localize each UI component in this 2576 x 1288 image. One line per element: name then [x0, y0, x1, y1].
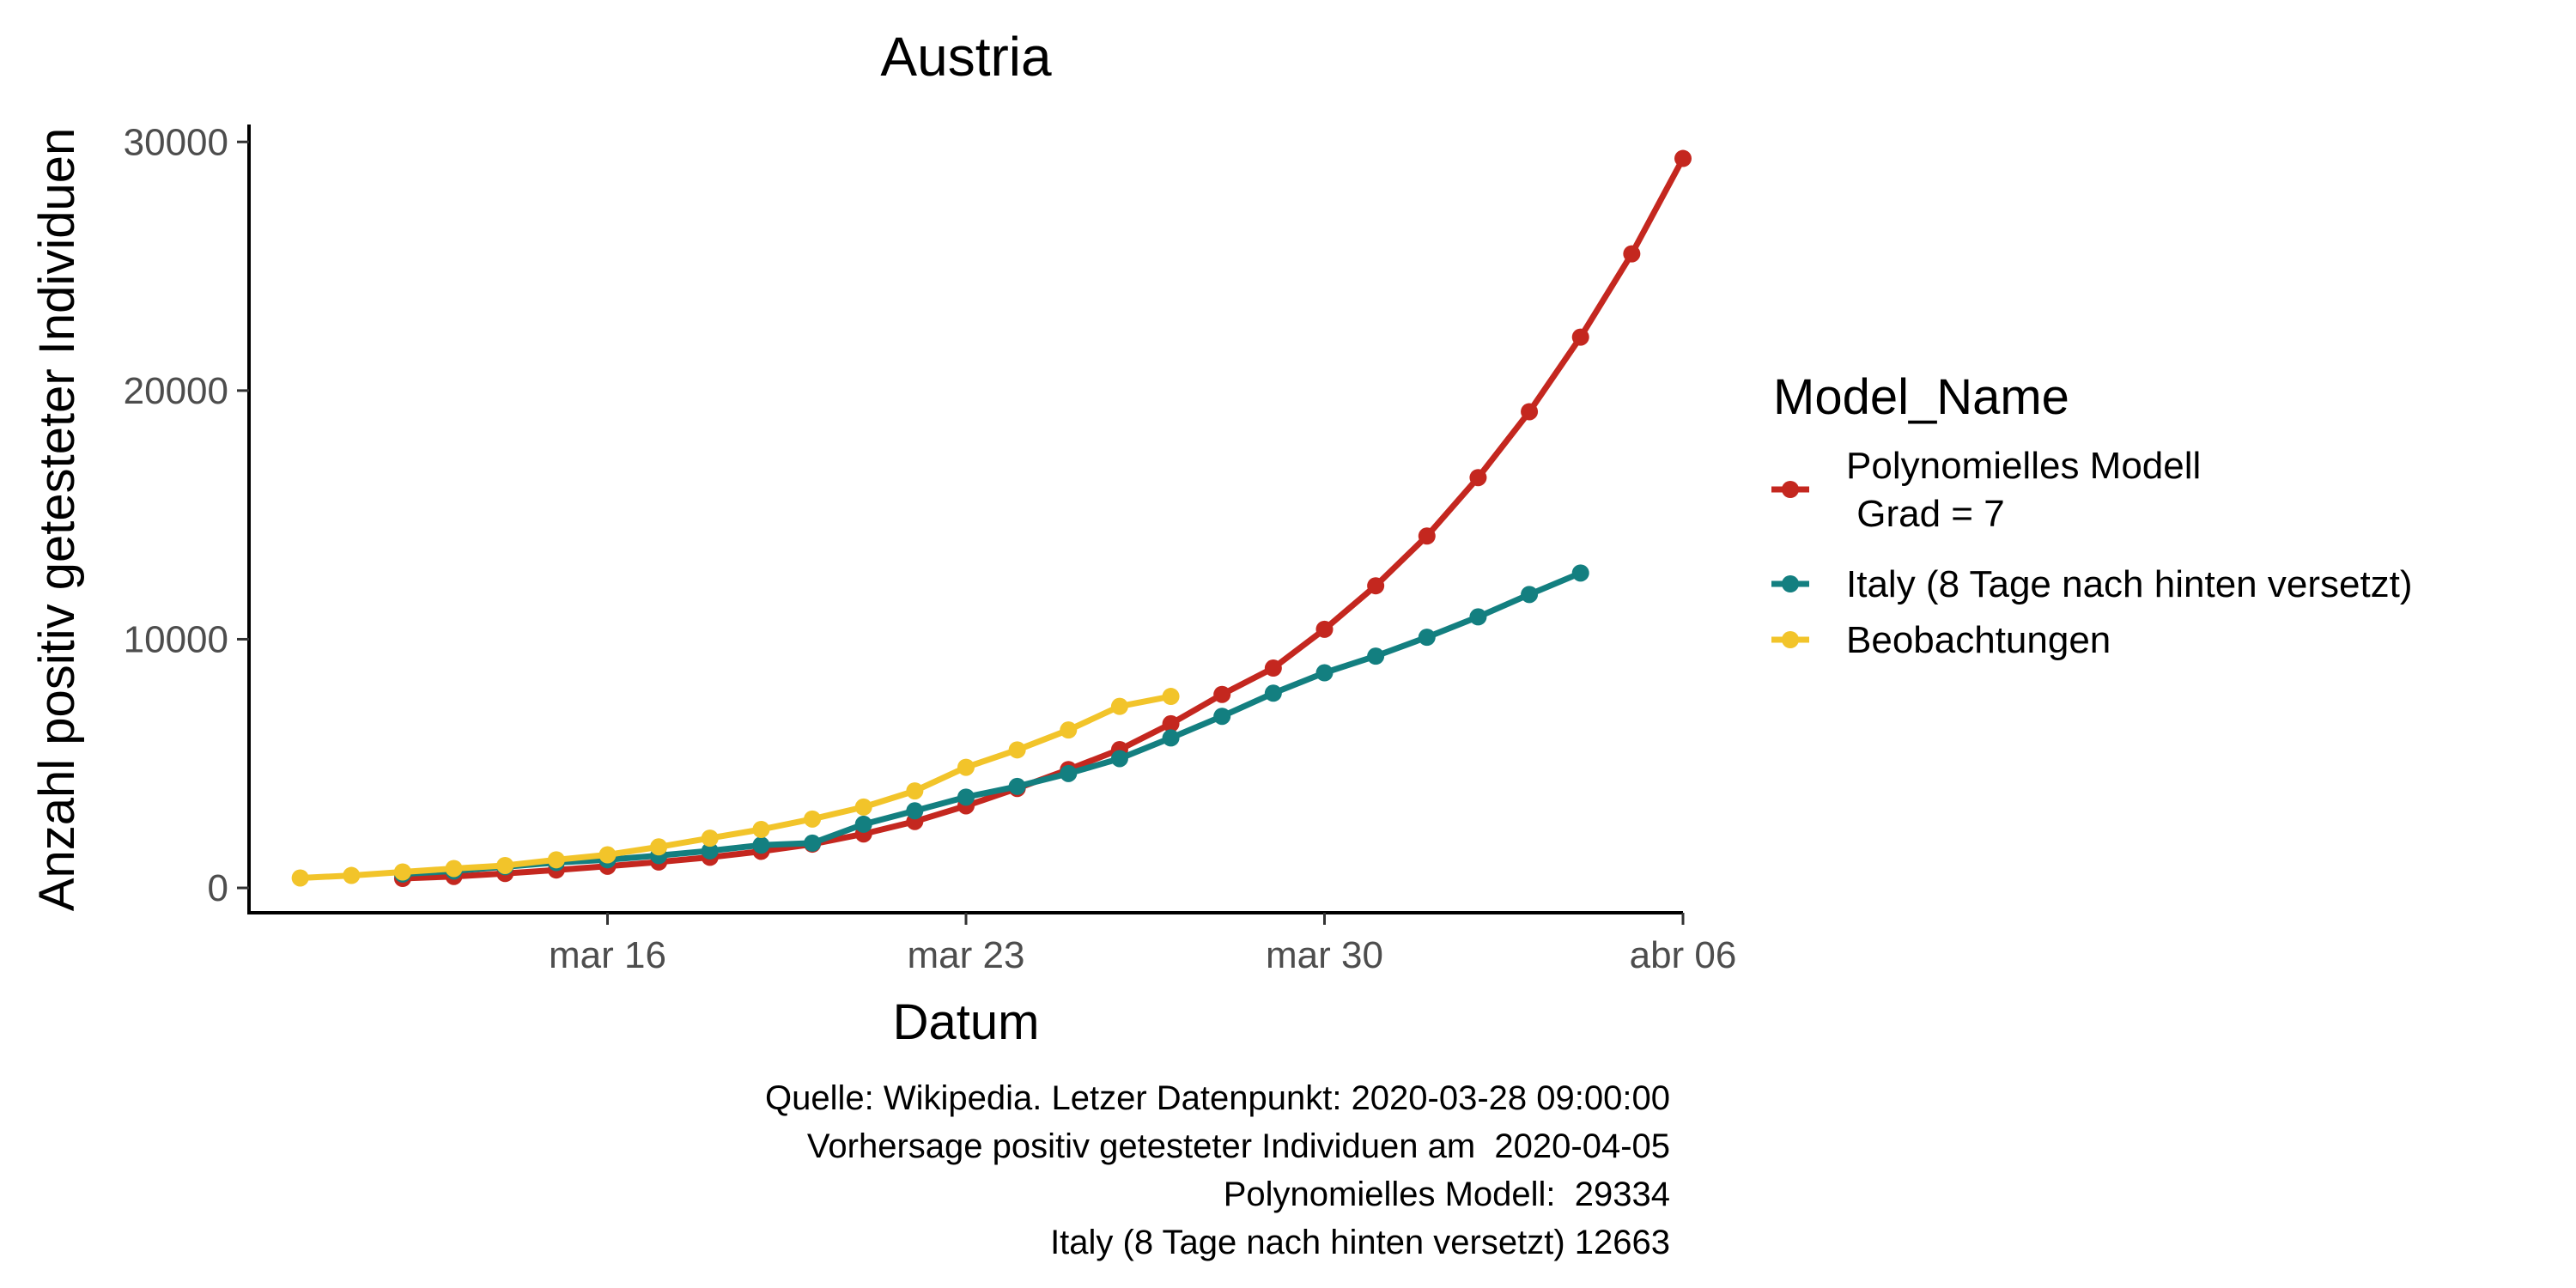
- data-point-italy: [1418, 629, 1436, 647]
- caption-line: Quelle: Wikipedia. Letzer Datenpunkt: 20…: [765, 1079, 1670, 1117]
- data-point-obs: [598, 846, 617, 864]
- data-point-obs: [343, 866, 361, 884]
- legend: Polynomielles Modell Grad = 7 Italy (8 Ta…: [1771, 445, 2413, 661]
- legend-key-point-italy: [1782, 575, 1799, 592]
- data-point-italy: [1110, 750, 1128, 768]
- plot-area: [291, 149, 1692, 888]
- data-point-poly: [1162, 714, 1180, 732]
- data-point-poly: [1469, 469, 1487, 487]
- legend-label-obs: Beobachtungen: [1846, 619, 2111, 661]
- data-point-obs: [547, 851, 565, 869]
- data-point-obs: [1008, 741, 1026, 759]
- legend-key-point-obs: [1782, 631, 1799, 648]
- caption: Quelle: Wikipedia. Letzer Datenpunkt: 20…: [765, 1079, 1670, 1261]
- legend-key-point-poly: [1782, 481, 1799, 498]
- data-point-poly: [1521, 403, 1539, 421]
- data-point-obs: [804, 810, 822, 828]
- caption-line: Vorhersage positiv getesteter Individuen…: [807, 1127, 1670, 1165]
- data-point-italy: [701, 841, 719, 860]
- chart-title: Austria: [880, 26, 1052, 88]
- y-tick-label: 10000: [124, 618, 228, 660]
- data-point-poly: [1264, 659, 1282, 677]
- x-ticks: mar 16 mar 23 mar 30 abr 06: [549, 913, 1736, 976]
- data-point-obs: [1162, 688, 1180, 706]
- data-point-poly: [1315, 620, 1334, 638]
- data-point-obs: [1110, 697, 1128, 715]
- data-point-italy: [752, 836, 770, 854]
- y-tick-label: 30000: [124, 121, 228, 163]
- x-tick-label: abr 06: [1630, 934, 1737, 976]
- data-point-poly: [1623, 245, 1641, 263]
- data-point-obs: [701, 829, 719, 848]
- data-point-obs: [906, 782, 924, 800]
- legend-label-poly: Grad = 7: [1846, 493, 2005, 535]
- data-point-italy: [1315, 664, 1334, 682]
- data-point-obs: [1060, 721, 1078, 739]
- data-point-italy: [1571, 564, 1589, 582]
- data-point-italy: [1060, 764, 1078, 782]
- data-point-italy: [1213, 708, 1231, 726]
- legend-label-poly: Polynomielles Modell: [1846, 445, 2201, 487]
- data-point-italy: [906, 802, 924, 820]
- data-point-italy: [1367, 647, 1385, 665]
- data-point-poly: [1367, 577, 1385, 595]
- data-point-italy: [804, 834, 822, 852]
- data-point-poly: [1571, 328, 1589, 346]
- data-point-obs: [650, 838, 668, 856]
- y-tick-label: 0: [208, 867, 228, 909]
- x-tick-label: mar 16: [549, 934, 666, 976]
- legend-label-italy: Italy (8 Tage nach hinten versetzt): [1846, 563, 2413, 605]
- data-point-italy: [1521, 586, 1539, 604]
- caption-line: Polynomielles Modell: 29334: [1224, 1176, 1670, 1213]
- caption-line: Italy (8 Tage nach hinten versetzt) 1266…: [1050, 1224, 1670, 1261]
- data-point-obs: [393, 863, 411, 881]
- data-point-italy: [1264, 684, 1282, 702]
- x-tick-label: mar 30: [1266, 934, 1383, 976]
- y-axis-title: Anzahl positiv getesteter Individuen: [29, 128, 85, 911]
- data-point-obs: [291, 869, 309, 887]
- x-axis-title: Datum: [893, 994, 1040, 1050]
- data-point-obs: [752, 820, 770, 838]
- y-ticks: 0 10000 20000 30000: [124, 121, 249, 909]
- legend-title: Model_Name: [1773, 369, 2069, 425]
- data-point-italy: [1162, 729, 1180, 747]
- data-point-obs: [445, 860, 463, 878]
- series-italy: [393, 564, 1589, 883]
- x-tick-label: mar 23: [908, 934, 1025, 976]
- data-point-poly: [1213, 685, 1231, 703]
- data-point-italy: [854, 815, 872, 833]
- data-point-italy: [957, 788, 975, 806]
- series-line-poly: [399, 155, 1686, 882]
- data-point-italy: [1008, 777, 1026, 795]
- data-point-poly: [1418, 527, 1436, 545]
- data-point-poly: [1674, 149, 1692, 167]
- data-point-italy: [1469, 608, 1487, 626]
- data-point-obs: [854, 798, 872, 816]
- series-obs: [291, 688, 1180, 887]
- data-point-obs: [496, 856, 514, 874]
- series-line-italy: [399, 569, 1584, 878]
- y-tick-label: 20000: [124, 370, 228, 412]
- data-point-obs: [957, 758, 975, 776]
- series-poly: [393, 149, 1692, 888]
